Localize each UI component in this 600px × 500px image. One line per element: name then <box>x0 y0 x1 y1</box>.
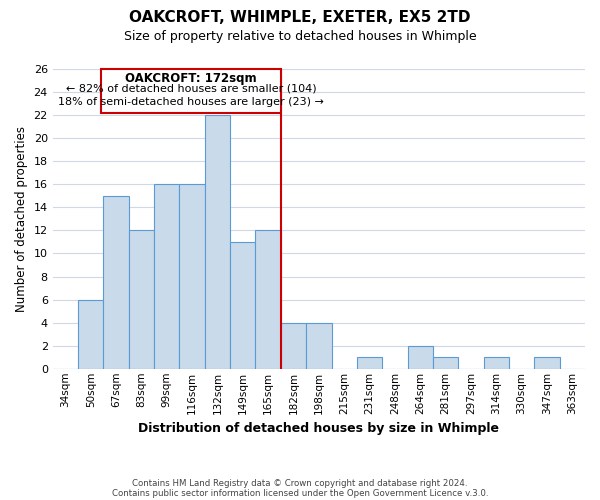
Bar <box>484 357 509 369</box>
Bar <box>407 346 433 369</box>
Bar <box>154 184 179 369</box>
Text: OAKCROFT, WHIMPLE, EXETER, EX5 2TD: OAKCROFT, WHIMPLE, EXETER, EX5 2TD <box>129 10 471 25</box>
X-axis label: Distribution of detached houses by size in Whimple: Distribution of detached houses by size … <box>139 422 499 435</box>
Bar <box>306 322 332 369</box>
Bar <box>129 230 154 369</box>
Text: Size of property relative to detached houses in Whimple: Size of property relative to detached ho… <box>124 30 476 43</box>
Bar <box>78 300 103 369</box>
Bar <box>281 322 306 369</box>
Text: 18% of semi-detached houses are larger (23) →: 18% of semi-detached houses are larger (… <box>58 96 324 106</box>
Bar <box>205 115 230 369</box>
Bar <box>433 357 458 369</box>
Text: Contains HM Land Registry data © Crown copyright and database right 2024.: Contains HM Land Registry data © Crown c… <box>132 478 468 488</box>
Text: OAKCROFT: 172sqm: OAKCROFT: 172sqm <box>125 72 257 86</box>
Text: Contains public sector information licensed under the Open Government Licence v.: Contains public sector information licen… <box>112 488 488 498</box>
Y-axis label: Number of detached properties: Number of detached properties <box>15 126 28 312</box>
Bar <box>256 230 281 369</box>
Bar <box>101 69 281 113</box>
Bar <box>357 357 382 369</box>
Bar <box>535 357 560 369</box>
Bar <box>179 184 205 369</box>
Bar <box>230 242 256 369</box>
Text: ← 82% of detached houses are smaller (104): ← 82% of detached houses are smaller (10… <box>65 84 316 94</box>
Bar <box>103 196 129 369</box>
